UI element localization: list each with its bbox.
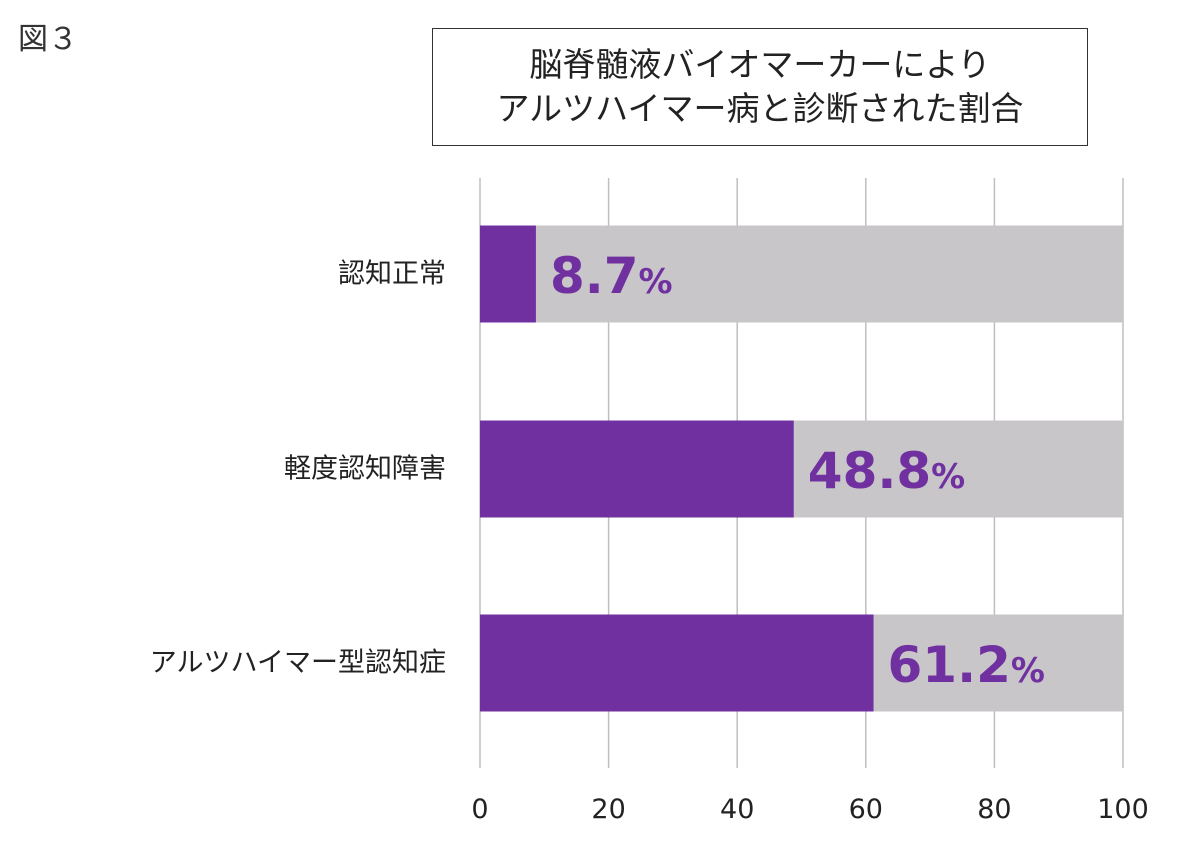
bar-remainder-1 (793, 420, 1123, 518)
bar-2 (480, 614, 874, 712)
data-label-unit-0: % (639, 262, 673, 302)
category-label-2: アルツハイマー型認知症 (150, 648, 446, 679)
x-tick-label-0: 0 (471, 794, 488, 825)
data-label-value-2: 61.2 (888, 636, 1011, 694)
data-label-1: 48.8% (808, 442, 965, 500)
category-label-0: 認知正常 (338, 259, 446, 290)
data-label-value-1: 48.8 (808, 442, 931, 500)
figure-label: 図３ (18, 22, 78, 57)
data-label-2: 61.2% (888, 636, 1045, 694)
bar-remainder-2 (873, 614, 1123, 712)
x-tick-label-5: 100 (1097, 794, 1149, 825)
x-tick-label-2: 40 (720, 794, 754, 825)
bar-remainder-0 (535, 225, 1123, 323)
chart-title-box: 脳脊髄液バイオマーカーにより アルツハイマー病と診断された割合 (432, 28, 1088, 146)
chart-title-line-1: 脳脊髄液バイオマーカーにより (529, 45, 991, 84)
chart-title-line-2: アルツハイマー病と診断された割合 (496, 89, 1024, 128)
x-tick-label-1: 20 (591, 794, 625, 825)
x-tick-label-4: 80 (977, 794, 1011, 825)
data-label-value-0: 8.7 (550, 247, 639, 305)
bar-0 (480, 225, 536, 323)
bar-1 (480, 420, 794, 518)
data-label-unit-2: % (1011, 651, 1045, 691)
data-label-0: 8.7% (550, 247, 673, 305)
x-tick-label-3: 60 (849, 794, 883, 825)
category-label-1: 軽度認知障害 (284, 454, 446, 485)
data-label-unit-1: % (931, 457, 965, 497)
